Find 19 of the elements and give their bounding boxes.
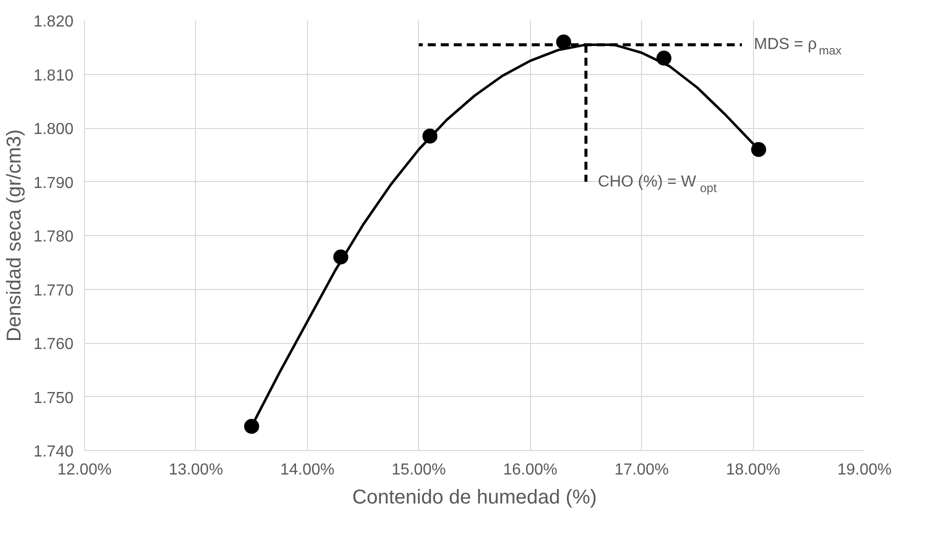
y-tick-label: 1.790	[33, 174, 74, 192]
x-tick-label: 13.00%	[168, 462, 224, 478]
x-tick-label: 12.00%	[57, 462, 112, 478]
x-axis-title: Contenido de humedad (%)	[352, 486, 597, 508]
x-tick-label: 15.00%	[392, 462, 446, 478]
y-axis-title: Densidad seca (gr/cm3)	[3, 129, 26, 342]
y-tick-label: 1.740	[33, 444, 74, 460]
x-tick-label: 18.00%	[726, 462, 780, 478]
x-tick-label: 17.00%	[614, 462, 669, 478]
y-tick-label: 1.780	[33, 228, 74, 246]
y-tick-label: 1.810	[33, 67, 74, 84]
y-tick-label: 1.760	[33, 336, 74, 353]
y-tick-label: 1.800	[33, 121, 74, 138]
y-tick-label: 1.770	[33, 282, 74, 300]
x-tick-label: 19.00%	[837, 462, 892, 478]
x-tick-label: 14.00%	[280, 462, 334, 478]
y-tick-label: 1.820	[33, 14, 74, 30]
x-tick-label: 16.00%	[503, 462, 558, 478]
y-tick-label: 1.750	[33, 390, 74, 407]
